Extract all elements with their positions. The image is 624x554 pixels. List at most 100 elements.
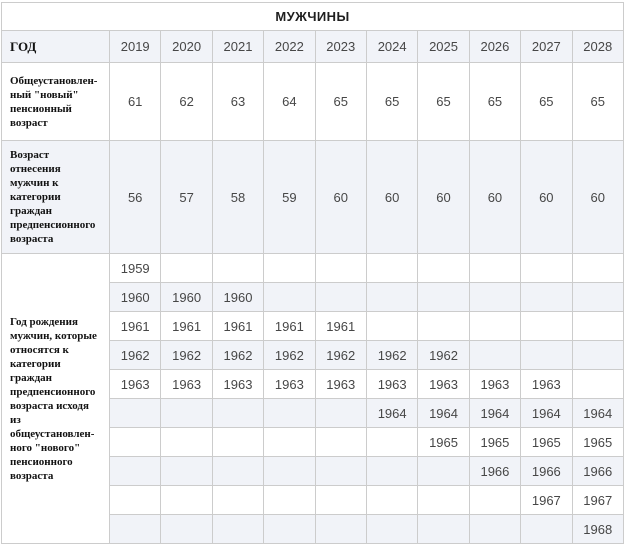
birth-year-row: 1964 1964 1964 1964 1964 [2, 398, 624, 428]
birth-year-cell: 1965 [571, 427, 624, 457]
birth-year-cell: 1963 [417, 369, 470, 399]
birth-year-cell: 1960 [108, 282, 162, 312]
birth-year-row: 1967 1967 [2, 485, 624, 515]
birth-year-cell: 1964 [417, 398, 470, 428]
birth-year-cell [211, 427, 265, 457]
birth-year-cell [365, 253, 419, 283]
birth-year-cell: 1963 [468, 369, 522, 399]
year-column-header: 2024 [365, 30, 419, 63]
birth-year-cell [520, 514, 573, 544]
value-cell: 60 [468, 140, 522, 254]
birth-year-cell: 1963 [160, 369, 213, 399]
value-cell: 61 [108, 62, 162, 141]
birth-year-cell: 1964 [520, 398, 573, 428]
birth-year-cell [468, 514, 522, 544]
birth-year-cell: 1965 [520, 427, 573, 457]
birth-year-cell [314, 253, 367, 283]
table-title: МУЖЧИНЫ [1, 2, 624, 31]
birth-year-cell: 1967 [571, 485, 624, 515]
value-cell: 56 [108, 140, 162, 254]
year-column-header: 2026 [468, 30, 522, 63]
birth-year-cell [417, 253, 470, 283]
year-column-header: 2020 [160, 30, 213, 63]
birth-year-cell [108, 427, 162, 457]
year-column-header: 2028 [571, 30, 624, 63]
birth-year-cell [108, 456, 162, 486]
year-column-header: 2019 [108, 30, 162, 63]
value-cell: 65 [468, 62, 522, 141]
birth-year-cell [314, 485, 367, 515]
birth-year-row: 1962 1962 1962 1962 1962 1962 1962 [2, 340, 624, 370]
birth-year-cell [365, 514, 419, 544]
birth-year-cell [263, 282, 316, 312]
birth-year-cell: 1966 [571, 456, 624, 486]
birth-year-cell: 1962 [108, 340, 162, 370]
birth-year-cell [211, 398, 265, 428]
birth-year-cell [160, 514, 213, 544]
birth-year-cell [417, 514, 470, 544]
birth-year-cell [263, 456, 316, 486]
row-label-pre-pension-age-threshold: Возраст отнесения мужчин к категории гра… [1, 140, 110, 254]
birth-year-row: 1963 1963 1963 1963 1963 1963 1963 1963 1963 [2, 369, 624, 399]
birth-year-cell: 1963 [211, 369, 265, 399]
year-header-label: ГОД [1, 30, 110, 63]
birth-year-cell [160, 427, 213, 457]
birth-section-label: Год рождения мужчин, которые относятся к… [1, 253, 110, 544]
birth-year-row: 1960 1960 1960 [2, 282, 624, 312]
birth-year-cell [468, 282, 522, 312]
birth-year-cell [160, 398, 213, 428]
birth-year-cell: 1959 [108, 253, 162, 283]
row-label-general-new-pension-age: Общеустановлен- ный "новый" пенсионный в… [1, 62, 110, 141]
birth-year-cell [417, 456, 470, 486]
birth-year-row: 1966 1966 1966 [2, 456, 624, 486]
birth-year-cell [108, 398, 162, 428]
birth-year-cell [365, 456, 419, 486]
birth-year-cell [520, 253, 573, 283]
birth-year-cell: 1964 [468, 398, 522, 428]
value-cell: 58 [211, 140, 265, 254]
value-cell: 60 [365, 140, 419, 254]
birth-year-cell [263, 398, 316, 428]
birth-year-cell [314, 456, 367, 486]
birth-year-cell [468, 485, 522, 515]
birth-year-cell: 1963 [263, 369, 316, 399]
birth-year-cell: 1968 [571, 514, 624, 544]
birth-year-cell [468, 340, 522, 370]
birth-year-cell [314, 398, 367, 428]
birth-year-cell: 1963 [108, 369, 162, 399]
birth-year-cell [468, 311, 522, 341]
birth-year-cell [160, 485, 213, 515]
stat-row-pre-pension-age-threshold: Возраст отнесения мужчин к категории гра… [1, 140, 624, 254]
year-column-header: 2027 [520, 30, 573, 63]
birth-year-cell [211, 253, 265, 283]
year-header-row: ГОД 2019 2020 2021 2022 2023 2024 2025 2026 2027… [1, 30, 624, 63]
title-row: МУЖЧИНЫ [1, 2, 624, 31]
birth-year-row: 1965 1965 1965 1965 [2, 427, 624, 457]
value-cell: 64 [263, 62, 316, 141]
birth-year-cell: 1960 [211, 282, 265, 312]
value-cell: 65 [314, 62, 367, 141]
birth-year-cell [417, 282, 470, 312]
birth-year-cell: 1967 [520, 485, 573, 515]
value-cell: 60 [314, 140, 367, 254]
birth-year-cell [571, 340, 624, 370]
birth-year-cell: 1963 [520, 369, 573, 399]
value-cell: 60 [417, 140, 470, 254]
birth-year-row: Год рождения мужчин, которые относятся к… [1, 253, 624, 544]
year-column-header: 2021 [211, 30, 265, 63]
birth-year-cell: 1966 [520, 456, 573, 486]
birth-year-cell: 1963 [314, 369, 367, 399]
birth-year-cell [365, 427, 419, 457]
stat-row-general-new-pension-age: Общеустановлен- ный "новый" пенсионный в… [1, 62, 624, 141]
value-cell: 60 [520, 140, 573, 254]
birth-year-cell [571, 311, 624, 341]
value-cell: 65 [417, 62, 470, 141]
birth-year-cell [263, 427, 316, 457]
pension-age-table: МУЖЧИНЫ ГОД 2019 2020 2021 2022 2023 2024 2025… [1, 2, 624, 544]
birth-year-cell [160, 253, 213, 283]
value-cell: 65 [520, 62, 573, 141]
birth-year-cell [417, 311, 470, 341]
birth-year-cell [365, 311, 419, 341]
birth-year-cell: 1966 [468, 456, 522, 486]
birth-year-cell: 1964 [365, 398, 419, 428]
